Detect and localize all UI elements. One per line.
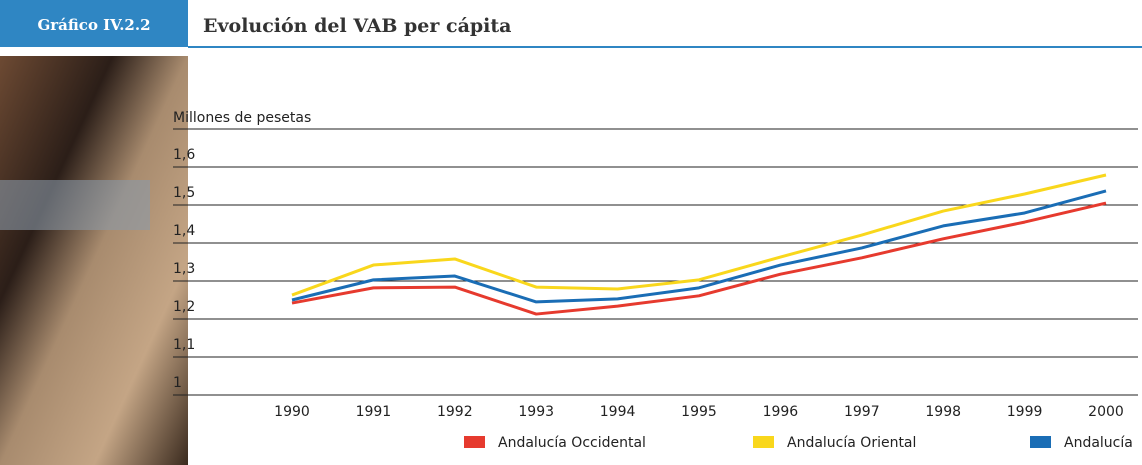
legend-swatch xyxy=(464,436,485,448)
x-tick-label: 1998 xyxy=(925,404,961,420)
x-tick-label: 1994 xyxy=(600,404,636,420)
legend-label: Andalucía Occidental xyxy=(498,435,646,451)
x-tick-label: 1996 xyxy=(763,404,799,420)
y-tick-label: 1,1 xyxy=(173,337,195,353)
x-tick-label: 1991 xyxy=(356,404,392,420)
series-line xyxy=(291,201,1107,316)
legend-label: Andalucía xyxy=(1064,435,1133,451)
x-tick-label: 1993 xyxy=(518,404,554,420)
y-tick-label: 1,5 xyxy=(173,185,195,201)
x-tick-label: 1995 xyxy=(681,404,717,420)
y-tick-label: 1,3 xyxy=(173,261,195,277)
header-label-box xyxy=(0,0,188,47)
header-label: Gráfico IV.2.2 xyxy=(37,16,150,34)
legend-swatch xyxy=(1030,436,1051,448)
x-tick-label: 1992 xyxy=(437,404,473,420)
photo-window xyxy=(0,180,150,230)
photo xyxy=(0,56,188,465)
x-tick-label: 2000 xyxy=(1088,404,1124,420)
chart-title: Evolución del VAB per cápita xyxy=(203,15,511,37)
series-line xyxy=(291,189,1107,304)
y-tick-label: 1,4 xyxy=(173,223,195,239)
y-tick-label: 1,2 xyxy=(173,299,195,315)
x-tick-label: 1999 xyxy=(1007,404,1043,420)
legend-swatch xyxy=(753,436,774,448)
legend-label: Andalucía Oriental xyxy=(787,435,916,451)
x-tick-label: 1997 xyxy=(844,404,880,420)
x-tick-label: 1990 xyxy=(274,404,310,420)
y-tick-label: 1,6 xyxy=(173,147,195,163)
series-line xyxy=(291,173,1107,297)
y-tick-label: 1 xyxy=(173,375,182,391)
y-axis-label: Millones de pesetas xyxy=(173,110,311,126)
